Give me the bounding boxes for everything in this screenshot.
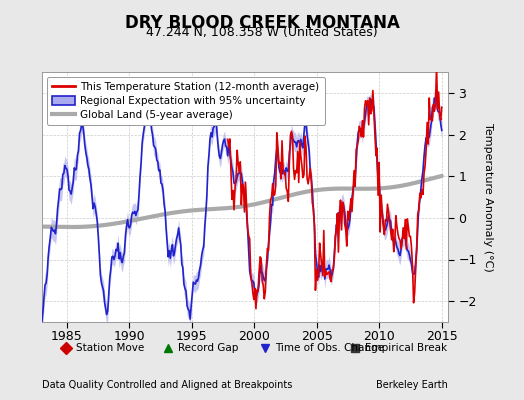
Text: DRY BLOOD CREEK MONTANA: DRY BLOOD CREEK MONTANA <box>125 14 399 32</box>
Text: Time of Obs. Change: Time of Obs. Change <box>276 343 385 353</box>
Y-axis label: Temperature Anomaly (°C): Temperature Anomaly (°C) <box>484 123 494 271</box>
Text: 47.244 N, 108.358 W (United States): 47.244 N, 108.358 W (United States) <box>146 26 378 39</box>
Legend: This Temperature Station (12-month average), Regional Expectation with 95% uncer: This Temperature Station (12-month avera… <box>47 77 325 125</box>
Text: Data Quality Controlled and Aligned at Breakpoints: Data Quality Controlled and Aligned at B… <box>42 380 292 390</box>
Text: Record Gap: Record Gap <box>178 343 238 353</box>
Text: Berkeley Earth: Berkeley Earth <box>376 380 448 390</box>
Text: Empirical Break: Empirical Break <box>365 343 447 353</box>
Text: Station Move: Station Move <box>77 343 145 353</box>
